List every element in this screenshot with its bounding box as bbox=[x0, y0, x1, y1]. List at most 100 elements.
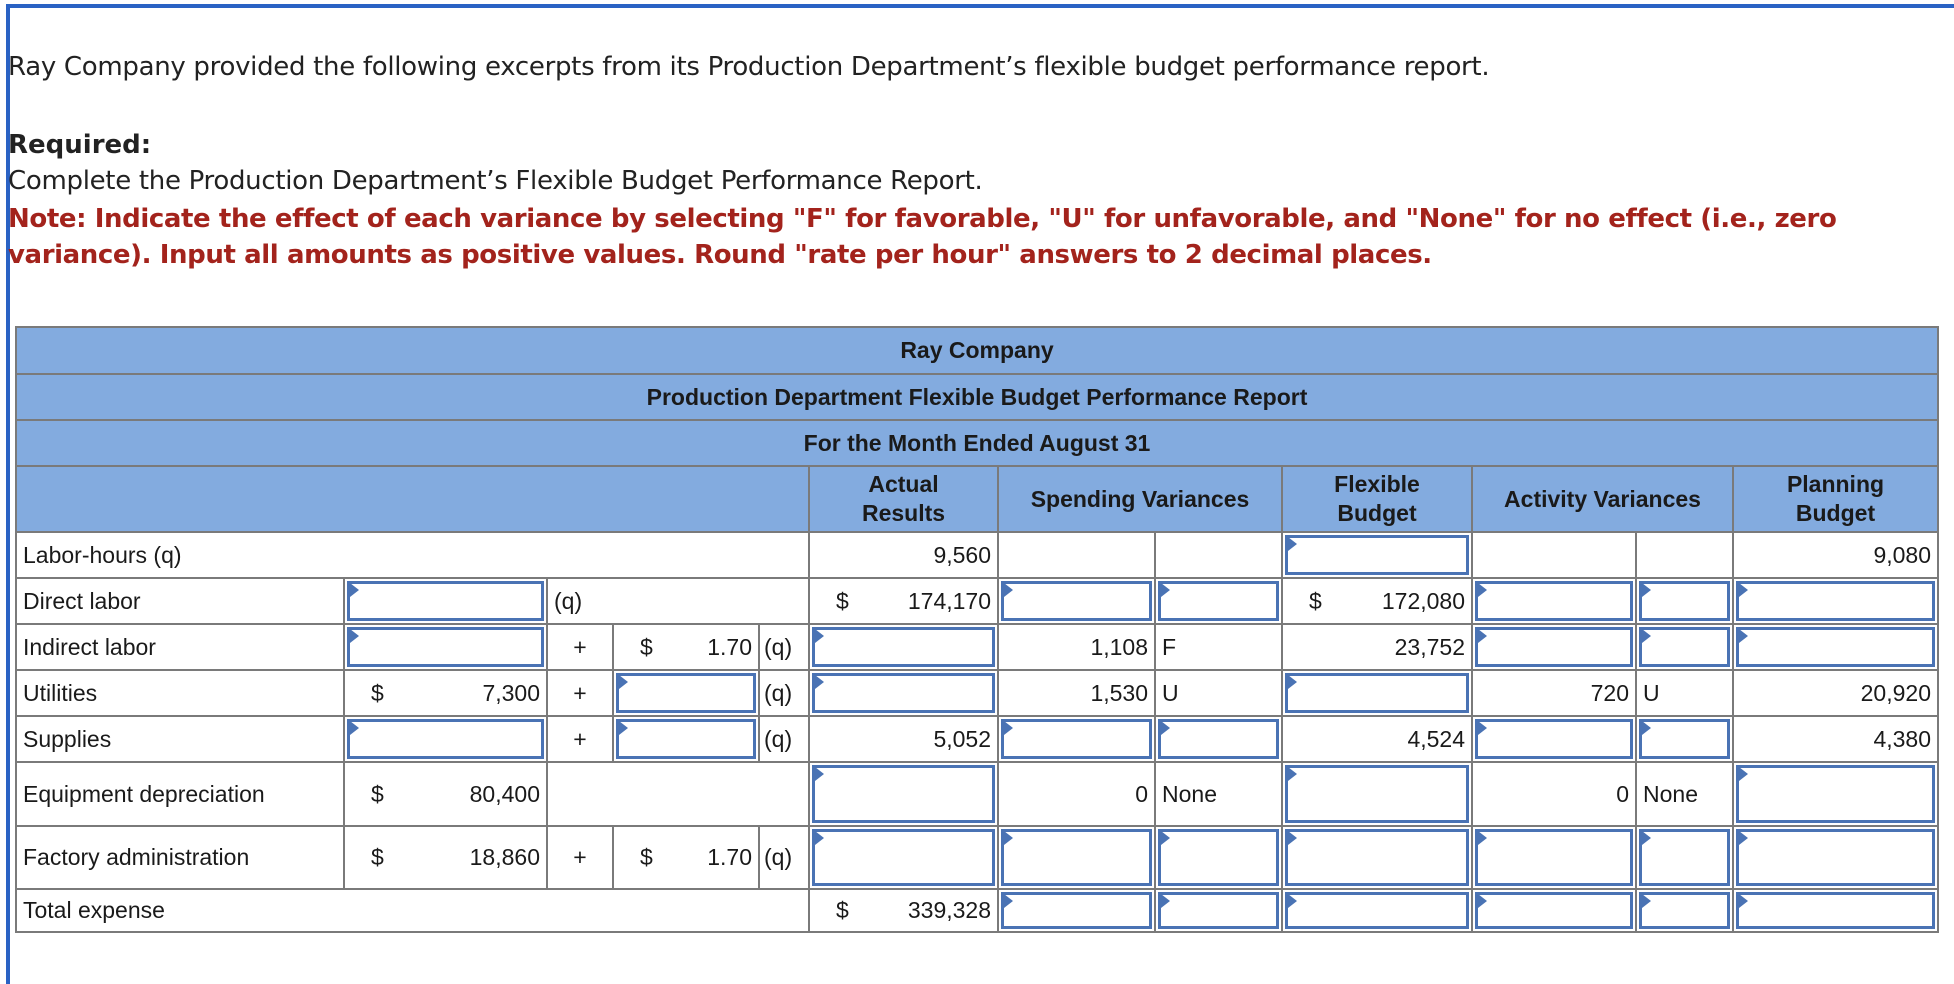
direct-labor-activity-effect-cell bbox=[1637, 579, 1734, 625]
labor-hours-flexible-cell bbox=[1283, 533, 1473, 579]
direct-labor-actual: $174,170 bbox=[810, 579, 999, 625]
direct-labor-spending-effect-select[interactable] bbox=[1158, 581, 1279, 621]
row-label-labor-hours: Labor-hours (q) bbox=[17, 533, 810, 579]
row-label-total-expense: Total expense bbox=[17, 890, 810, 931]
header-flexible-budget: Flexible Budget bbox=[1283, 467, 1473, 533]
supplies-rate-input[interactable] bbox=[616, 719, 756, 759]
question-frame bbox=[6, 4, 1954, 984]
row-label-direct-labor: Direct labor bbox=[17, 579, 345, 625]
total-expense-actual: $339,328 bbox=[810, 890, 999, 931]
utilities-fixed: $7,300 bbox=[345, 671, 548, 717]
supplies-plus: + bbox=[548, 717, 614, 763]
indirect-labor-q: (q) bbox=[760, 625, 810, 671]
equipment-depreciation-spending: 0 bbox=[999, 763, 1156, 827]
utilities-rate-cell bbox=[614, 671, 760, 717]
factory-administration-spending-input[interactable] bbox=[1001, 829, 1152, 886]
total-expense-spending-input[interactable] bbox=[1001, 892, 1152, 929]
indirect-labor-fixed-cell bbox=[345, 625, 548, 671]
utilities-fixed-value: 7,300 bbox=[482, 679, 540, 706]
supplies-rate-cell bbox=[614, 717, 760, 763]
dollar-sign: $ bbox=[836, 897, 849, 923]
utilities-actual-cell bbox=[810, 671, 999, 717]
labor-hours-spending-effect bbox=[1156, 533, 1283, 579]
direct-labor-activity-effect-select[interactable] bbox=[1639, 581, 1730, 621]
indirect-labor-spending: 1,108 bbox=[999, 625, 1156, 671]
factory-administration-activity-effect-cell bbox=[1637, 827, 1734, 890]
dollar-sign: $ bbox=[371, 679, 384, 706]
labor-hours-flexible-input[interactable] bbox=[1285, 535, 1469, 575]
direct-labor-flexible-value: 172,080 bbox=[1381, 587, 1465, 614]
report-period: For the Month Ended August 31 bbox=[17, 421, 1937, 467]
factory-administration-spending-effect-select[interactable] bbox=[1158, 829, 1279, 886]
indirect-labor-actual-input[interactable] bbox=[812, 627, 995, 667]
factory-administration-actual-input[interactable] bbox=[812, 829, 995, 886]
factory-administration-activity-cell bbox=[1473, 827, 1637, 890]
report-title: Production Department Flexible Budget Pe… bbox=[17, 375, 1937, 421]
utilities-activity-effect: U bbox=[1637, 671, 1734, 717]
dollar-sign: $ bbox=[371, 780, 384, 807]
utilities-spending-effect: U bbox=[1156, 671, 1283, 717]
labor-hours-spending-amount bbox=[999, 533, 1156, 579]
supplies-activity-effect-cell bbox=[1637, 717, 1734, 763]
factory-administration-activity-input[interactable] bbox=[1475, 829, 1633, 886]
factory-administration-activity-effect-select[interactable] bbox=[1639, 829, 1730, 886]
total-expense-spending-effect-select[interactable] bbox=[1158, 892, 1279, 929]
direct-labor-fixed-input[interactable] bbox=[347, 581, 544, 621]
supplies-planning: 4,380 bbox=[1734, 717, 1937, 763]
total-expense-activity-input[interactable] bbox=[1475, 892, 1633, 929]
direct-labor-planning-input[interactable] bbox=[1736, 581, 1935, 621]
supplies-activity-input[interactable] bbox=[1475, 719, 1633, 759]
total-expense-planning-input[interactable] bbox=[1736, 892, 1935, 929]
direct-labor-fixed-cell bbox=[345, 579, 548, 625]
equipment-depreciation-actual-input[interactable] bbox=[812, 765, 995, 823]
indirect-labor-activity-effect-cell bbox=[1637, 625, 1734, 671]
supplies-fixed-cell bbox=[345, 717, 548, 763]
factory-administration-rate-value: 1.70 bbox=[707, 844, 752, 870]
total-expense-flexible-cell bbox=[1283, 890, 1473, 931]
supplies-spending-input[interactable] bbox=[1001, 719, 1152, 759]
intro-text: Ray Company provided the following excer… bbox=[8, 52, 1490, 82]
factory-administration-flexible-input[interactable] bbox=[1285, 829, 1469, 886]
supplies-spending-cell bbox=[999, 717, 1156, 763]
total-expense-flexible-input[interactable] bbox=[1285, 892, 1469, 929]
dollar-sign: $ bbox=[836, 587, 849, 614]
supplies-spending-effect-select[interactable] bbox=[1158, 719, 1279, 759]
labor-hours-activity-effect bbox=[1637, 533, 1734, 579]
row-label-equipment-depreciation: Equipment depreciation bbox=[17, 763, 345, 827]
direct-labor-spending-input[interactable] bbox=[1001, 581, 1152, 621]
equipment-depreciation-actual-cell bbox=[810, 763, 999, 827]
indirect-labor-fixed-input[interactable] bbox=[347, 627, 544, 667]
utilities-flexible-input[interactable] bbox=[1285, 673, 1469, 713]
equipment-depreciation-fixed-value: 80,400 bbox=[469, 780, 540, 807]
factory-administration-planning-input[interactable] bbox=[1736, 829, 1935, 886]
equipment-depreciation-flexible-input[interactable] bbox=[1285, 765, 1469, 823]
row-label-supplies: Supplies bbox=[17, 717, 345, 763]
utilities-plus: + bbox=[548, 671, 614, 717]
factory-administration-q: (q) bbox=[760, 827, 810, 890]
equipment-depreciation-blank bbox=[548, 763, 810, 827]
indirect-labor-planning-input[interactable] bbox=[1736, 627, 1935, 667]
indirect-labor-activity-input[interactable] bbox=[1475, 627, 1633, 667]
indirect-labor-planning-cell bbox=[1734, 625, 1937, 671]
direct-labor-activity-input[interactable] bbox=[1475, 581, 1633, 621]
indirect-labor-plus: + bbox=[548, 625, 614, 671]
supplies-flexible: 4,524 bbox=[1283, 717, 1473, 763]
total-expense-actual-value: 339,328 bbox=[907, 897, 991, 923]
labor-hours-activity-amount bbox=[1473, 533, 1637, 579]
supplies-q: (q) bbox=[760, 717, 810, 763]
supplies-activity-effect-select[interactable] bbox=[1639, 719, 1730, 759]
total-expense-activity-effect-select[interactable] bbox=[1639, 892, 1730, 929]
direct-labor-spending-effect-cell bbox=[1156, 579, 1283, 625]
utilities-rate-input[interactable] bbox=[616, 673, 756, 713]
utilities-actual-input[interactable] bbox=[812, 673, 995, 713]
supplies-fixed-input[interactable] bbox=[347, 719, 544, 759]
indirect-labor-rate-value: 1.70 bbox=[707, 633, 752, 660]
factory-administration-flexible-cell bbox=[1283, 827, 1473, 890]
factory-administration-fixed: $18,860 bbox=[345, 827, 548, 890]
performance-report-table: Ray Company Production Department Flexib… bbox=[15, 326, 1939, 933]
supplies-activity-cell bbox=[1473, 717, 1637, 763]
equipment-depreciation-planning-input[interactable] bbox=[1736, 765, 1935, 823]
indirect-labor-activity-effect-select[interactable] bbox=[1639, 627, 1730, 667]
dollar-sign: $ bbox=[371, 844, 384, 870]
total-expense-spending-effect-cell bbox=[1156, 890, 1283, 931]
